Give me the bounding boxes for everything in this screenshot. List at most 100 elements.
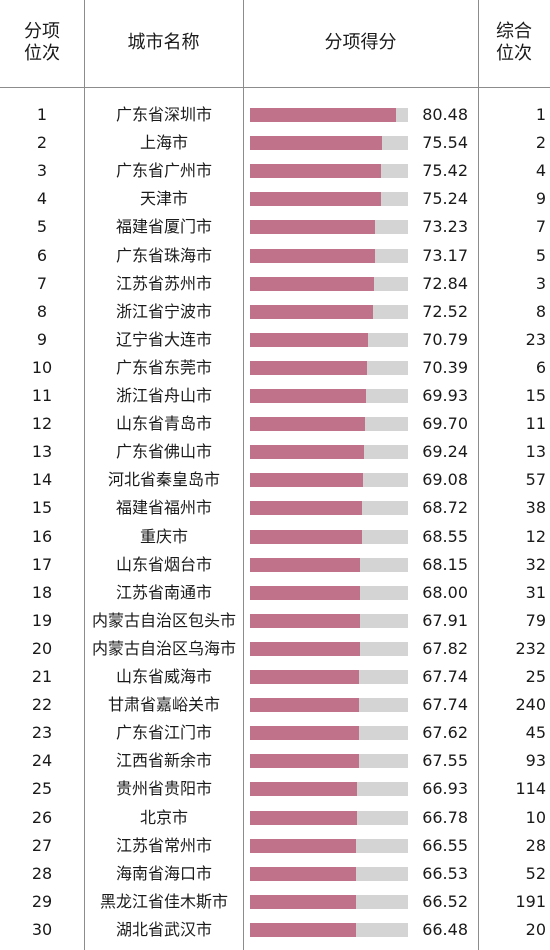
table-row: 3 广东省广州市 75.42 4: [0, 157, 550, 185]
bar-mark: [250, 445, 364, 460]
bar-mark: [250, 417, 365, 432]
table-row: 12 山东省青岛市 69.70 11: [0, 410, 550, 438]
bar-mark: [250, 557, 361, 572]
city-name: 广东省佛山市: [115, 442, 212, 462]
bar-track: [250, 698, 408, 713]
city-name: 广东省珠海市: [115, 245, 212, 265]
city-name: 上海市: [139, 133, 188, 153]
table-row: 9 辽宁省大连市 70.79 23: [0, 326, 550, 354]
overall-rank-cell: 13: [525, 442, 546, 462]
table-row: 8 浙江省宁波市 72.52 8: [0, 298, 550, 326]
score-label: 75.42: [422, 161, 468, 181]
city-name: 甘肃省嘉峪关市: [107, 695, 220, 715]
header-overall-rank-line1: 综合: [496, 21, 532, 42]
overall-rank-cell: 31: [525, 582, 546, 602]
rank-cell: 13: [31, 442, 53, 462]
score-label: 69.93: [422, 386, 468, 405]
table-row: 7 江苏省苏州市 72.84 3: [0, 270, 550, 298]
score-label: 68.15: [422, 554, 468, 574]
rank-cell: 21: [31, 667, 53, 686]
score-label: 66.55: [422, 835, 468, 855]
overall-rank-cell: 57: [525, 470, 546, 490]
score-label: 72.52: [422, 301, 468, 321]
city-name: 广东省广州市: [115, 161, 212, 181]
bar-mark: [250, 585, 361, 600]
header-overall-rank: 综合 位次: [478, 21, 550, 65]
score-label: 70.39: [422, 357, 468, 377]
bar-track: [250, 276, 408, 291]
overall-rank-cell: 38: [525, 498, 546, 518]
score-label: 75.24: [422, 189, 468, 209]
bar-mark: [250, 501, 363, 516]
overall-rank-cell: 4: [535, 161, 546, 181]
bar-track: [250, 304, 408, 319]
bar-mark: [250, 248, 375, 263]
city-name: 内蒙古自治区包头市: [91, 610, 236, 630]
city-name: 湖北省武汉市: [115, 919, 212, 939]
rank-cell: 22: [31, 695, 53, 715]
city-name: 江西省新余市: [115, 751, 212, 771]
bar-mark: [250, 164, 382, 179]
score-label: 75.54: [422, 133, 468, 153]
bar-track: [250, 389, 408, 403]
rank-cell: 12: [31, 414, 53, 434]
bar-mark: [250, 529, 362, 544]
city-name: 广东省江门市: [115, 723, 212, 743]
rank-cell: 20: [31, 638, 53, 658]
bar-mark: [250, 108, 396, 122]
bar-track: [250, 754, 408, 769]
table-row: 5 福建省厦门市 73.23 7: [0, 213, 550, 241]
score-label: 68.00: [422, 582, 468, 602]
rank-cell: 26: [31, 807, 53, 827]
bar-mark: [250, 360, 367, 375]
overall-rank-cell: 3: [535, 273, 546, 293]
overall-rank-cell: 9: [535, 189, 546, 209]
bar-track: [250, 501, 408, 516]
overall-rank-cell: 23: [525, 329, 546, 349]
rank-cell: 16: [31, 526, 53, 546]
bar-mark: [250, 332, 369, 347]
bar-track: [250, 192, 408, 207]
bar-mark: [250, 810, 357, 825]
city-name: 江苏省常州市: [115, 835, 212, 855]
rank-cell: 8: [36, 301, 48, 321]
table-row: 6 广东省珠海市 73.17 5: [0, 242, 550, 270]
bar-track: [250, 445, 408, 460]
column-divider: [243, 0, 244, 950]
bar-mark: [250, 192, 381, 207]
bar-track: [250, 613, 408, 628]
overall-rank-cell: 12: [525, 526, 546, 546]
rank-cell: 10: [31, 357, 53, 377]
city-name: 山东省青岛市: [115, 414, 212, 434]
score-label: 73.23: [422, 217, 468, 237]
table-row: 1 广东省深圳市 80.48 1: [0, 101, 550, 129]
table-row: 30 湖北省武汉市 66.48 20: [0, 916, 550, 944]
bar-track: [250, 473, 408, 488]
bar-mark: [250, 670, 360, 684]
bar-mark: [250, 726, 359, 741]
rank-cell: 27: [31, 835, 53, 855]
score-label: 69.24: [422, 442, 468, 462]
bar-mark: [250, 838, 356, 853]
rank-cell: 5: [36, 217, 48, 237]
city-name: 广东省深圳市: [115, 105, 212, 124]
bar-track: [250, 838, 408, 853]
bar-mark: [250, 866, 356, 881]
score-label: 67.62: [422, 723, 468, 743]
bar-mark: [250, 894, 356, 909]
header-divider: [0, 87, 550, 88]
table-row: 13 广东省佛山市 69.24 13: [0, 438, 550, 466]
score-label: 69.70: [422, 414, 468, 434]
header-rank-line2: 位次: [24, 43, 60, 64]
overall-rank-cell: 5: [535, 245, 546, 265]
table-row: 22 甘肃省嘉峪关市 67.74 240: [0, 691, 550, 719]
overall-rank-cell: 7: [535, 217, 546, 237]
table-row: 23 广东省江门市 67.62 45: [0, 719, 550, 747]
table-row: 17 山东省烟台市 68.15 32: [0, 551, 550, 579]
header-overall-rank-line2: 位次: [496, 43, 532, 64]
table-row: 26 北京市 66.78 10: [0, 804, 550, 832]
bar-track: [250, 810, 408, 825]
bar-track: [250, 922, 408, 937]
city-name: 辽宁省大连市: [115, 329, 212, 349]
city-name: 内蒙古自治区乌海市: [91, 638, 236, 658]
